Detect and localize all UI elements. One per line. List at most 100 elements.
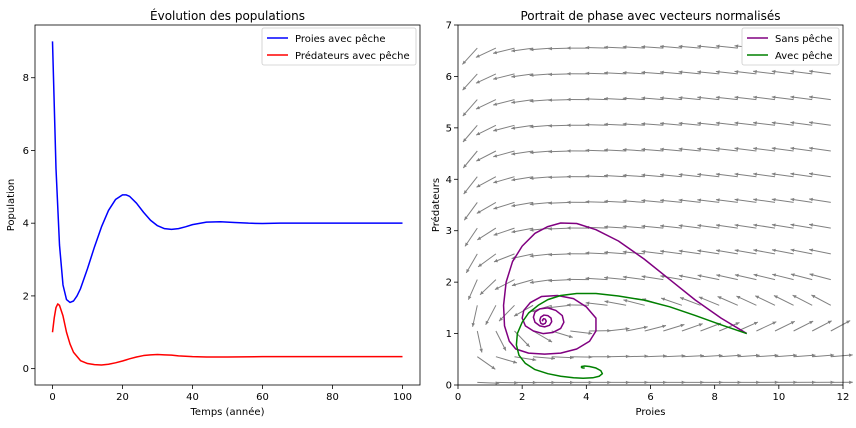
chart-left-x-label: Temps (année) [190,406,265,418]
quiver-arrow-head [478,263,482,267]
quiver-arrow-head [567,303,571,306]
quiver-arrow-head [494,232,498,235]
chart-left-title: Évolution des populations [150,8,305,23]
chart-right-title: Portrait de phase avec vecteurs normalis… [520,9,780,23]
quiver-arrow-head [548,201,552,205]
quiver-arrow-head [567,72,571,76]
quiver-arrow-head [698,274,702,277]
left-x-tick-label-4: 80 [326,392,339,403]
chart-left-legend: Proies avec pêche Prédateurs avec pêche [262,28,416,65]
chart-right-legend-label-0: Sans pêche [775,33,833,45]
right-x-tick-label-5: 10 [772,392,785,403]
quiver-arrow-head [663,354,667,357]
quiver-arrow-head [809,249,813,252]
quiver-arrow-head [548,176,552,179]
quiver-arrow-head [472,323,475,327]
left-y-tick-label-0: 0 [23,364,29,375]
right-y-tick-label-5: 5 [446,123,452,134]
quiver-arrow-head [567,98,571,101]
left-y-tick-label-2: 4 [23,219,29,230]
quiver-arrow-head [716,96,720,100]
quiver-arrow-head [567,124,571,128]
left-y-tick-label-1: 2 [23,291,29,302]
right-x-tick-label-0: 0 [455,392,461,403]
right-y-tick-label-2: 2 [446,278,452,289]
quiver-arrow-head [661,298,665,301]
right-x-tick-label-6: 12 [837,392,850,403]
chart-right-legend-label-1: Avec pêche [775,50,833,62]
quiver-arrow-head [680,324,684,327]
quiver-arrow-head [548,150,552,154]
right-series-line-1 [516,293,746,378]
quiver-arrow-head [586,97,590,101]
right-y-tick-label-0: 0 [446,381,452,392]
quiver-arrow-head [586,149,590,153]
quiver-arrow-head [586,123,590,127]
left-x-tick-label-3: 60 [256,392,269,403]
chart-right: Portrait de phase avec vecteurs normalis… [430,9,853,418]
quiver-arrow-head [479,349,482,353]
chart-right-quiver [462,44,852,385]
quiver-arrow-head [735,274,739,277]
chart-right-legend: Sans pêche Avec pêche [742,28,839,65]
chart-left-x-ticks: 0 20 40 60 80 100 [49,385,412,403]
right-y-tick-label-6: 6 [446,72,452,83]
quiver-arrow-head [567,201,571,205]
chart-left-series [53,41,403,365]
chart-left-legend-label-1: Prédateurs avec pêche [295,50,410,62]
quiver-arrow-head [753,224,757,227]
chart-left-y-ticks: 0 2 4 6 8 [23,73,35,375]
chart-right-x-label: Proies [635,407,665,418]
left-x-tick-label-5: 100 [393,392,412,403]
quiver-arrow-head [586,72,590,76]
quiver-arrow-head [512,230,516,233]
quiver-arrow-head [586,174,590,178]
quiver-arrow-head [753,249,757,253]
quiver-arrow-head [548,253,552,257]
quiver-arrow-head [735,96,739,100]
quiver-arrow-head [548,98,552,101]
chart-right-y-ticks: 0 1 2 3 4 5 6 7 [446,21,458,392]
chart-left-axes-frame [35,25,420,385]
left-series-line-1 [53,304,403,365]
right-x-tick-label-4: 8 [711,392,717,403]
quiver-arrow-head [567,252,571,256]
quiver-arrow-head [716,274,720,277]
quiver-arrow-head [660,224,664,228]
right-y-tick-label-7: 7 [446,21,452,32]
quiver-arrow-head [567,226,571,230]
right-x-tick-label-2: 4 [583,392,589,403]
quiver-arrow-head [548,73,552,77]
quiver-arrow-head [511,178,515,181]
right-x-tick-label-1: 2 [519,392,525,403]
chart-right-y-label: Prédateurs [430,178,442,232]
quiver-arrow-head [849,381,853,385]
quiver-arrow-head [567,149,571,153]
quiver-arrow-head [548,47,552,51]
quiver-arrow-head [772,224,776,227]
quiver-arrow-head [567,278,571,282]
chart-left-y-label: Population [6,179,17,232]
left-y-tick-label-4: 8 [23,73,29,84]
left-x-tick-label-1: 20 [116,392,129,403]
quiver-arrow-head [679,275,683,278]
right-y-tick-label-3: 3 [446,226,452,237]
right-series-line-0 [504,223,747,354]
quiver-arrow-head [548,124,552,128]
quiver-arrow-head [791,249,795,252]
quiver-arrow-head [586,200,590,203]
right-y-tick-label-4: 4 [446,175,452,186]
right-y-tick-label-1: 1 [446,329,452,340]
left-y-tick-label-3: 6 [23,146,29,157]
chart-left-legend-label-0: Proies avec pêche [295,33,386,45]
quiver-arrow-head [644,326,648,329]
left-x-tick-label-0: 0 [49,392,55,403]
quiver-arrow-head [567,175,571,179]
quiver-arrow-head [548,227,552,231]
left-x-tick-label-2: 40 [186,392,199,403]
left-series-line-0 [53,41,403,302]
quiver-arrow-head [586,46,590,50]
